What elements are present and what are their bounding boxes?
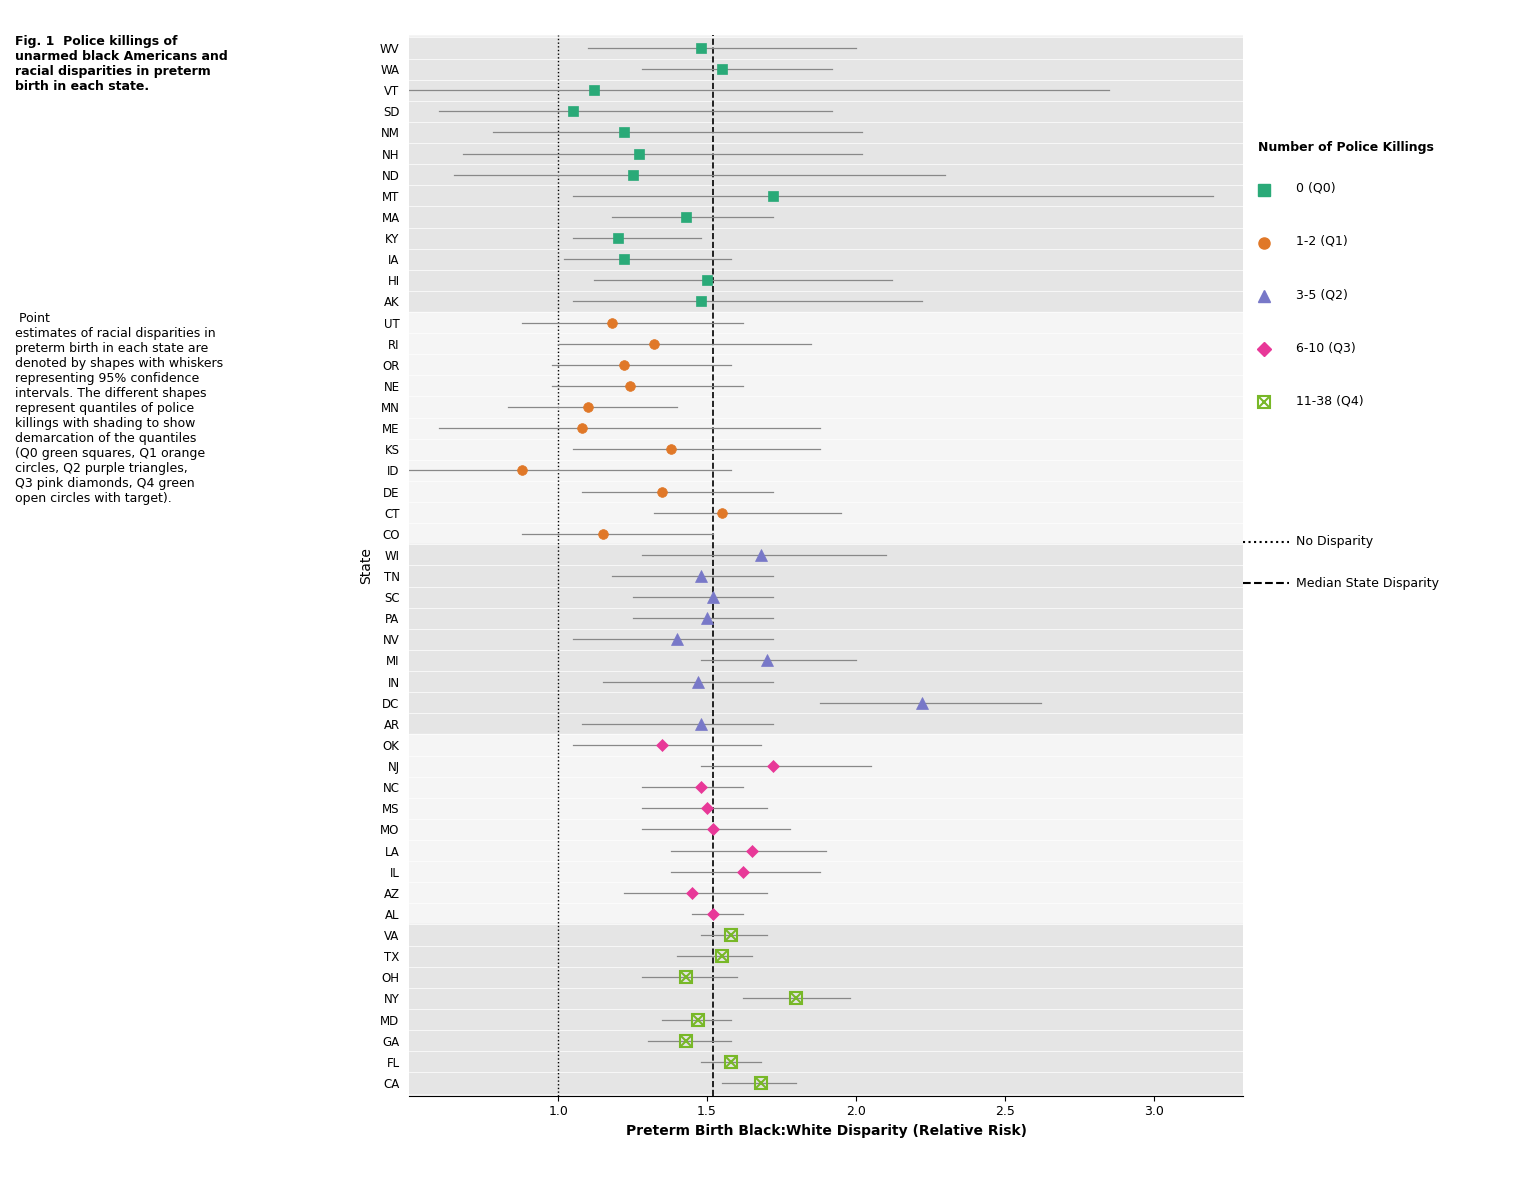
Text: No Disparity: No Disparity <box>1296 535 1373 549</box>
Text: 3-5 (Q2): 3-5 (Q2) <box>1296 287 1348 302</box>
Bar <box>409 734 1243 925</box>
Text: 1-2 (Q1): 1-2 (Q1) <box>1296 234 1348 249</box>
X-axis label: Preterm Birth Black:White Disparity (Relative Risk): Preterm Birth Black:White Disparity (Rel… <box>626 1124 1026 1138</box>
Bar <box>409 38 1243 312</box>
Text: Fig. 1  Police killings of
unarmed black Americans and
racial disparities in pre: Fig. 1 Police killings of unarmed black … <box>15 35 227 93</box>
Text: Median State Disparity: Median State Disparity <box>1296 576 1439 590</box>
Bar <box>409 312 1243 544</box>
Text: 0 (Q0): 0 (Q0) <box>1296 181 1336 196</box>
Text: 11-38 (Q4): 11-38 (Q4) <box>1296 393 1364 408</box>
Text: 6-10 (Q3): 6-10 (Q3) <box>1296 340 1355 355</box>
Text: Number of Police Killings: Number of Police Killings <box>1258 141 1434 154</box>
Text: Point
estimates of racial disparities in
preterm birth in each state are
denoted: Point estimates of racial disparities in… <box>15 312 223 505</box>
Bar <box>409 544 1243 734</box>
Y-axis label: State: State <box>359 547 373 584</box>
Bar <box>409 925 1243 1093</box>
